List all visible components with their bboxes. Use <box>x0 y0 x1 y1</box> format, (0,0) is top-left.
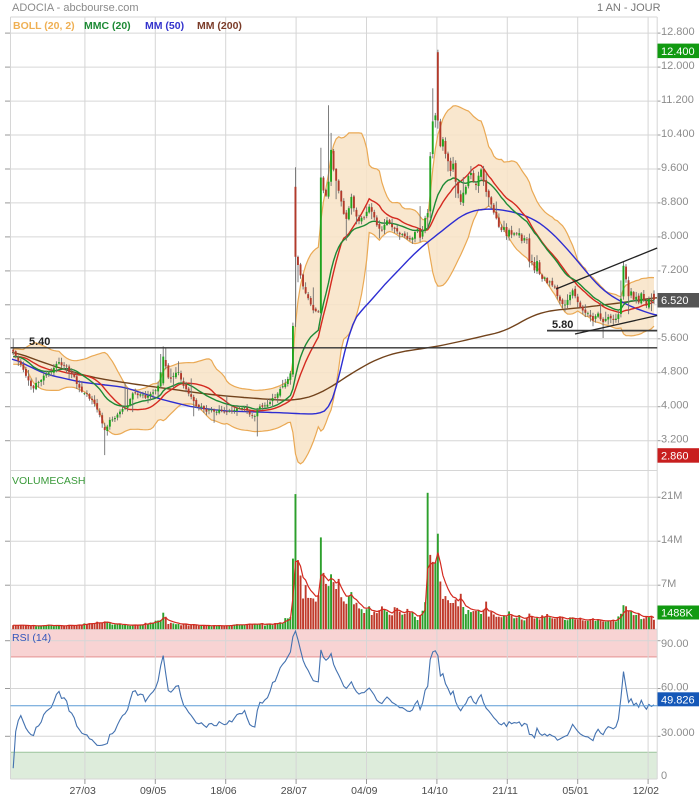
svg-text:BOLL (20, 2): BOLL (20, 2) <box>13 20 75 32</box>
svg-text:49.826: 49.826 <box>661 694 695 706</box>
svg-text:05/01: 05/01 <box>562 785 588 797</box>
svg-text:VOLUMECASH: VOLUMECASH <box>12 475 86 487</box>
svg-text:30.000: 30.000 <box>661 727 695 739</box>
svg-text:6.520: 6.520 <box>661 295 689 307</box>
svg-text:14/10: 14/10 <box>422 785 448 797</box>
svg-text:1 AN - JOUR: 1 AN - JOUR <box>597 2 661 14</box>
svg-text:2.860: 2.860 <box>661 450 689 462</box>
svg-text:RSI (14): RSI (14) <box>12 632 51 644</box>
svg-text:12.000: 12.000 <box>661 60 695 72</box>
svg-text:04/09: 04/09 <box>351 785 377 797</box>
svg-text:11.200: 11.200 <box>661 94 694 106</box>
svg-text:3.200: 3.200 <box>661 434 689 446</box>
svg-text:8.000: 8.000 <box>661 230 689 242</box>
svg-text:28/07: 28/07 <box>281 785 307 797</box>
svg-text:5.600: 5.600 <box>661 332 689 344</box>
svg-text:18/06: 18/06 <box>210 785 236 797</box>
svg-text:MMC (20): MMC (20) <box>84 20 131 32</box>
svg-text:4.000: 4.000 <box>661 400 689 412</box>
svg-text:21M: 21M <box>661 490 682 502</box>
svg-text:90.00: 90.00 <box>661 638 689 650</box>
svg-text:10.400: 10.400 <box>661 128 695 140</box>
svg-text:1488K: 1488K <box>661 608 693 620</box>
svg-text:5.40: 5.40 <box>29 336 50 348</box>
svg-text:12/02: 12/02 <box>633 785 659 797</box>
svg-text:5.80: 5.80 <box>552 319 573 331</box>
svg-text:27/03: 27/03 <box>70 785 96 797</box>
svg-text:12.400: 12.400 <box>661 46 695 58</box>
svg-text:0: 0 <box>661 770 667 782</box>
svg-text:14M: 14M <box>661 534 682 546</box>
svg-text:4.800: 4.800 <box>661 366 689 378</box>
svg-text:12.800: 12.800 <box>661 26 695 38</box>
svg-text:8.800: 8.800 <box>661 196 689 208</box>
svg-text:7M: 7M <box>661 578 676 590</box>
svg-text:MM (50): MM (50) <box>145 20 184 32</box>
svg-text:09/05: 09/05 <box>140 785 166 797</box>
svg-text:60.00: 60.00 <box>661 682 689 694</box>
svg-text:ADOCIA - abcbourse.com: ADOCIA - abcbourse.com <box>12 2 139 14</box>
svg-text:7.200: 7.200 <box>661 264 689 276</box>
svg-text:MM (200): MM (200) <box>197 20 242 32</box>
svg-text:21/11: 21/11 <box>492 785 518 797</box>
svg-text:9.600: 9.600 <box>661 162 689 174</box>
